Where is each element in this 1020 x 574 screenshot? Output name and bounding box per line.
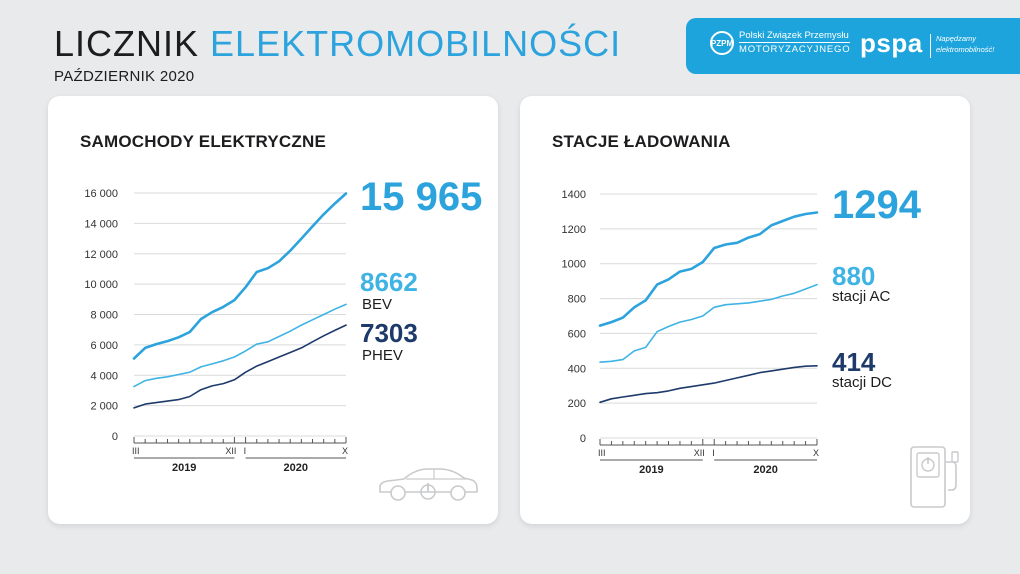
y-tick-label: 400	[568, 363, 586, 375]
logo-separator	[930, 34, 931, 58]
logo-bar: PZPM Polski Związek Przemysłu MOTORYZACY…	[686, 18, 1020, 74]
series-line	[598, 211, 819, 327]
title-part-1: LICZNIK	[54, 23, 200, 64]
cars-chart: 0 2 000 4 000 6 000 8 000 10 000 12 000 14 000 1…	[84, 188, 348, 474]
cars-card: SAMOCHODY ELEKTRYCZNE 0 2 000 4 000 6 000 8 …	[48, 96, 498, 524]
y-tick-label: 4 000	[90, 370, 118, 382]
y-tick-label: 1400	[562, 189, 586, 201]
ac-value: 880	[832, 261, 876, 291]
year-label: 2019	[172, 462, 196, 474]
dc-label: stacji DC	[832, 374, 893, 391]
pzpm-emblem: PZPM	[710, 31, 734, 55]
y-tick-label: 800	[568, 294, 586, 306]
y-tick-label: 200	[568, 398, 586, 410]
year-label: 2019	[639, 464, 663, 476]
cars-total-value: 15 965	[360, 175, 483, 219]
x-tick-label: X	[342, 446, 348, 456]
bev-value: 8662	[360, 267, 418, 297]
pspa-tagline: Napędzamy elektromobilność!	[936, 34, 995, 54]
stations-total-value: 1294	[832, 183, 921, 227]
page-title: LICZNIK ELEKTROMOBILNOŚCI	[54, 24, 621, 64]
series-line	[599, 364, 818, 404]
pzpm-logo: PZPM Polski Związek Przemysłu MOTORYZACY…	[710, 29, 851, 57]
phev-value: 7303	[360, 318, 418, 348]
x-tick-label: I	[712, 448, 715, 458]
cars-card-title: SAMOCHODY ELEKTRYCZNE	[80, 132, 326, 151]
y-tick-label: 2 000	[90, 401, 118, 413]
series-line	[599, 283, 818, 364]
stations-chart: 0 200 400 600 800 1000 1200 1400 III XII I X 2019 202…	[562, 189, 819, 476]
charger-icon	[910, 446, 959, 508]
x-tick-label: X	[813, 448, 819, 458]
series-line	[133, 324, 347, 409]
series-line	[132, 192, 348, 360]
y-tick-label: 600	[568, 328, 586, 340]
dc-value: 414	[832, 347, 876, 377]
y-tick-label: 1200	[562, 224, 586, 236]
y-tick-label: 8 000	[90, 310, 118, 322]
phev-label: PHEV	[362, 347, 403, 364]
stations-card: STACJE ŁADOWANIA 0 200 400 600 800 1000 1200 14…	[520, 96, 970, 524]
y-tick-label: 12 000	[84, 249, 118, 261]
stations-card-title: STACJE ŁADOWANIA	[552, 132, 731, 151]
y-tick-label: 6 000	[90, 340, 118, 352]
y-tick-label: 10 000	[84, 279, 118, 291]
ac-label: stacji AC	[832, 288, 891, 305]
x-tick-label: I	[244, 446, 247, 456]
page-subtitle: PAŹDZIERNIK 2020	[54, 68, 195, 85]
x-tick-label: XII	[694, 448, 705, 458]
title-part-2: ELEKTROMOBILNOŚCI	[210, 23, 622, 64]
year-label: 2020	[753, 464, 777, 476]
x-tick-label: XII	[225, 446, 236, 456]
pspa-logo: pspa	[860, 28, 923, 58]
pzpm-logo-line1: Polski Związek Przemysłu	[739, 30, 851, 43]
pzpm-logo-line2: MOTORYZACYJNEGO	[739, 44, 851, 55]
y-tick-label: 14 000	[84, 218, 118, 230]
car-icon	[379, 468, 478, 501]
bev-label: BEV	[362, 296, 393, 313]
y-tick-label: 16 000	[84, 188, 118, 200]
series-line	[133, 303, 347, 388]
y-tick-label: 0	[580, 433, 586, 445]
y-tick-label: 1000	[562, 259, 586, 271]
year-label: 2020	[284, 462, 308, 474]
x-tick-label: III	[598, 448, 606, 458]
y-tick-label: 0	[112, 431, 118, 443]
x-tick-label: III	[132, 446, 140, 456]
